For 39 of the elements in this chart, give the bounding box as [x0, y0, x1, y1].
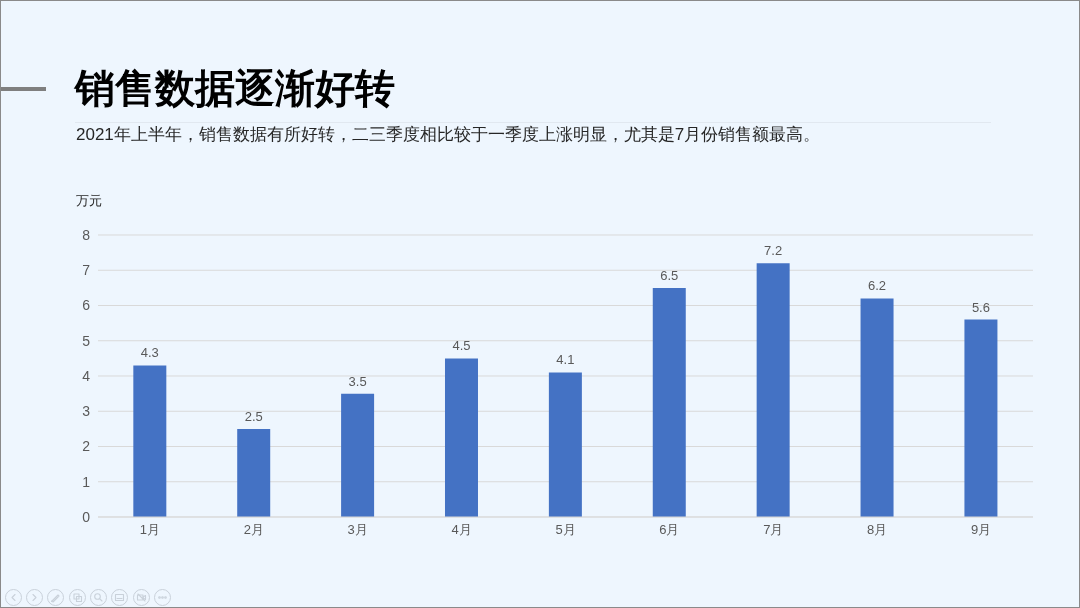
- x-tick-label: 7月: [763, 522, 784, 538]
- bar: [652, 287, 686, 517]
- x-tick-label: 8月: [867, 522, 888, 538]
- x-tick-label: 5月: [555, 522, 576, 538]
- bar: [444, 358, 478, 517]
- y-tick-label: 6: [82, 297, 91, 314]
- x-tick-label: 3月: [347, 522, 368, 538]
- data-label: 4.3: [140, 345, 159, 361]
- data-label: 4.5: [452, 338, 471, 354]
- y-axis-title: 万元: [76, 192, 102, 210]
- bar: [237, 428, 271, 517]
- bar: [341, 393, 375, 517]
- x-tick-label: 2月: [243, 522, 264, 538]
- y-tick-label: 3: [82, 403, 91, 420]
- data-label: 6.5: [660, 267, 679, 283]
- y-tick-label: 5: [82, 332, 91, 349]
- data-label: 3.5: [348, 373, 367, 389]
- y-tick-label: 8: [82, 226, 91, 243]
- chart-title: 销售数据逐渐好转: [75, 65, 395, 112]
- bar: [964, 319, 998, 517]
- bar: [860, 298, 894, 517]
- y-tick-label: 4: [82, 367, 91, 384]
- data-label: 6.2: [868, 278, 887, 294]
- bar: [133, 365, 167, 517]
- y-tick-label: 0: [82, 508, 91, 525]
- chart-subtitle: 2021年上半年，销售数据有所好转，二三季度相比较于一季度上涨明显，尤其是7月份销售额最高。: [76, 124, 821, 146]
- data-label: 5.6: [971, 299, 990, 315]
- bar: [548, 372, 582, 517]
- y-tick-label: 2: [82, 438, 91, 455]
- bar: [756, 263, 790, 517]
- y-tick-label: 7: [82, 262, 91, 279]
- data-label: 2.5: [244, 408, 263, 424]
- x-tick-label: 4月: [451, 522, 472, 538]
- data-label: 7.2: [764, 243, 783, 259]
- y-tick-label: 1: [82, 473, 91, 490]
- data-label: 4.1: [556, 352, 575, 368]
- x-tick-label: 6月: [659, 522, 680, 538]
- x-tick-label: 1月: [139, 522, 161, 538]
- x-tick-label: 9月: [970, 522, 992, 538]
